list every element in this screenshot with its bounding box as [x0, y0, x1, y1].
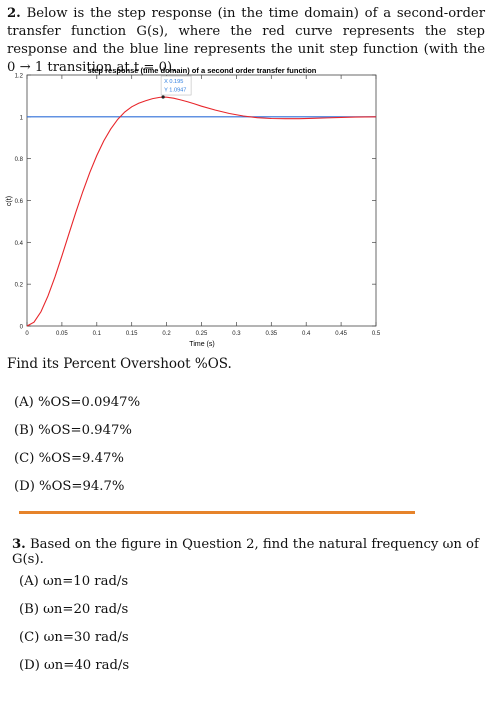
x-axis: 0 0.05 0.1 0.15 0.2 0.25 0.3 0.35 0.4 0.45 0.5	[25, 75, 381, 337]
option-b[interactable]: (B) ωn=20 rad/s	[19, 602, 129, 617]
y-tick-label: 1	[20, 115, 24, 121]
datatip-y-label: Y 1.0947	[164, 88, 186, 94]
x-tick-label: 0.1	[93, 331, 102, 337]
step-response-line	[26, 96, 377, 327]
x-tick-label: 0.4	[302, 331, 311, 337]
x-tick-label: 0.5	[372, 331, 381, 337]
series-group	[26, 96, 377, 327]
section-divider	[19, 511, 415, 514]
x-tick-label: 0.15	[126, 331, 138, 337]
y-tick-label: 0.6	[15, 199, 24, 205]
x-tick-label: 0.05	[56, 331, 68, 337]
x-tick-label: 0.2	[162, 331, 171, 337]
question-2-options: (A) %OS=0.0947% (B) %OS=0.947% (C) %OS=9…	[14, 394, 140, 506]
x-tick-label: 0	[25, 331, 29, 337]
datatip[interactable]: X 0.195 Y 1.0947	[160, 75, 192, 99]
datatip-x-label: X 0.195	[164, 79, 183, 85]
option-a[interactable]: (A) ωn=10 rad/s	[19, 574, 129, 589]
x-tick-label: 0.25	[196, 331, 208, 337]
y-tick-label: 0.4	[15, 241, 24, 247]
option-c[interactable]: (C) ωn=30 rad/s	[19, 630, 129, 645]
option-d[interactable]: (D) %OS=94.7%	[14, 479, 125, 494]
question-2-text: 2. Below is the step response (in the ti…	[7, 5, 485, 77]
datatip-box	[160, 75, 192, 96]
question-2-prompt: Find its Percent Overshoot %OS.	[7, 356, 232, 372]
question-3-text: 3. Based on the figure in Question 2, fi…	[12, 537, 492, 567]
option-d[interactable]: (D) ωn=40 rad/s	[19, 658, 130, 673]
x-axis-label: Time (s)	[189, 341, 214, 348]
y-tick-label: 1.2	[15, 74, 24, 80]
question-3-number: 3.	[12, 537, 26, 552]
option-c[interactable]: (C) %OS=9.47%	[14, 451, 124, 466]
option-a[interactable]: (A) %OS=0.0947%	[14, 395, 141, 410]
x-tick-label: 0.35	[265, 331, 277, 337]
x-tick-label: 0.3	[232, 331, 241, 337]
question-3-options: (A) ωn=10 rad/s (B) ωn=20 rad/s (C) ωn=3…	[19, 573, 129, 685]
x-tick-label: 0.45	[335, 331, 347, 337]
chart-svg: step response (time domain) of a second …	[6, 66, 381, 348]
datatip-marker	[161, 95, 165, 99]
y-tick-label: 0	[20, 325, 24, 331]
question-2-number: 2.	[7, 6, 21, 21]
option-b[interactable]: (B) %OS=0.947%	[14, 423, 132, 438]
y-axis-label: c(t)	[6, 196, 13, 206]
chart-title: step response (time domain) of a second …	[88, 66, 317, 75]
y-tick-label: 0.8	[15, 157, 24, 163]
question-2-body: Below is the step response (in the time …	[7, 6, 485, 75]
step-response-chart: step response (time domain) of a second …	[0, 60, 492, 352]
y-tick-label: 0.2	[15, 283, 24, 289]
question-3-body: Based on the figure in Question 2, find …	[12, 537, 479, 567]
